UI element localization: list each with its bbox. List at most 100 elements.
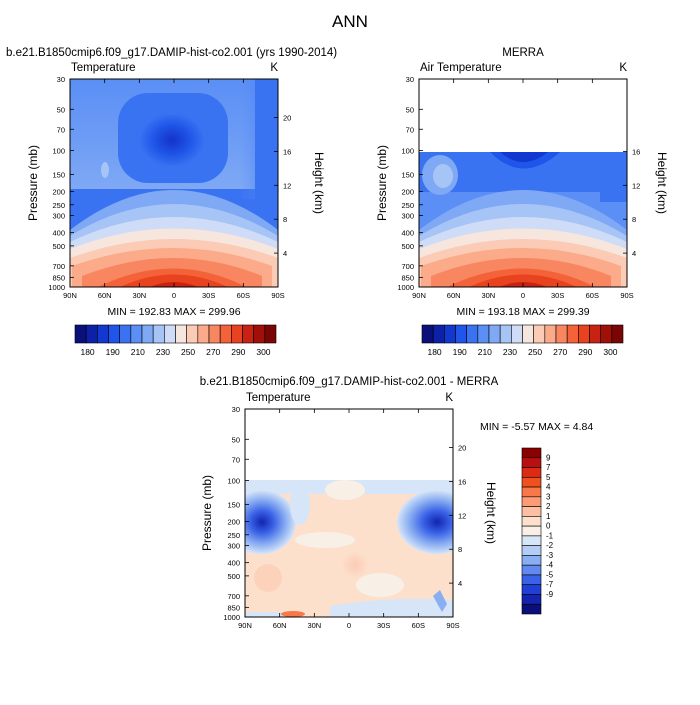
y-tick-label: 100 bbox=[52, 146, 65, 155]
colorbar-label: 4 bbox=[546, 483, 551, 492]
x-tick-label: 60N bbox=[98, 291, 112, 300]
colorbar-label: 300 bbox=[603, 347, 617, 357]
colorbar-label: 180 bbox=[80, 347, 94, 357]
y-tick-label: 700 bbox=[52, 262, 65, 271]
x-tick-label: 90S bbox=[271, 291, 284, 300]
y-tick-label: 100 bbox=[227, 476, 240, 485]
x-tick-label: 0 bbox=[347, 621, 351, 630]
colorbar-swatch bbox=[488, 324, 501, 344]
colorbar-label: 180 bbox=[427, 347, 441, 357]
y-axis-label: Pressure (mb) bbox=[26, 145, 40, 221]
colorbar-swatch bbox=[444, 324, 456, 344]
y2-tick-label: 4 bbox=[632, 249, 636, 258]
colorbar-swatch bbox=[521, 506, 542, 517]
colorbar-swatch bbox=[186, 324, 199, 344]
x-tick-label: 30S bbox=[377, 621, 390, 630]
colorbar-swatch bbox=[521, 594, 542, 605]
colorbar-swatch bbox=[242, 324, 254, 344]
y-tick-label: 500 bbox=[401, 242, 414, 251]
y-axis-label: Pressure (mb) bbox=[375, 145, 389, 221]
x-tick-label: 60N bbox=[273, 621, 287, 630]
colorbar-label: 270 bbox=[553, 347, 567, 357]
x-tick-label: 0 bbox=[172, 291, 176, 300]
colorbar-swatch bbox=[521, 467, 542, 478]
colorbar-swatch bbox=[533, 324, 546, 344]
y-tick-label: 250 bbox=[52, 201, 65, 210]
x-tick-label: 90S bbox=[446, 621, 459, 630]
x-tick-label: 60S bbox=[412, 621, 425, 630]
contour-field bbox=[70, 79, 278, 287]
colorbar-label: 210 bbox=[478, 347, 492, 357]
panel-title: MERRA bbox=[502, 47, 544, 59]
colorbar-swatch bbox=[130, 324, 143, 344]
y-tick-label: 1000 bbox=[397, 283, 414, 292]
x-tick-label: 60S bbox=[237, 291, 250, 300]
y2-tick-label: 16 bbox=[458, 477, 466, 486]
contour-field bbox=[419, 79, 627, 287]
panel-unit: K bbox=[270, 62, 278, 74]
colorbar-label: -7 bbox=[546, 580, 554, 589]
y2-tick-label: 12 bbox=[283, 181, 291, 190]
right-axis: 16 12 8 4 bbox=[623, 147, 640, 258]
colorbar-label: -3 bbox=[546, 551, 554, 560]
colorbar-label: 300 bbox=[256, 347, 270, 357]
y-tick-label: 200 bbox=[52, 188, 65, 197]
colorbar-swatch bbox=[521, 545, 542, 556]
colorbar-swatch bbox=[141, 324, 154, 344]
colorbar-swatch bbox=[555, 324, 568, 344]
colorbar-swatch bbox=[119, 324, 132, 344]
colorbar-swatch bbox=[85, 324, 98, 344]
bottom-axis: 90N 60N 30N 0 30S 60S 90S bbox=[412, 79, 634, 300]
stats-text: MIN = -5.57 MAX = 4.84 bbox=[480, 421, 593, 433]
colorbar-swatch bbox=[455, 324, 467, 344]
x-tick-label: 30S bbox=[202, 291, 215, 300]
y-tick-label: 300 bbox=[401, 212, 414, 221]
colorbar-swatch bbox=[197, 324, 210, 344]
y2-tick-label: 8 bbox=[458, 545, 462, 554]
contour-field bbox=[245, 409, 453, 617]
colorbar-swatch bbox=[521, 486, 542, 498]
y2-tick-label: 8 bbox=[632, 215, 636, 224]
panel-diff: b.e21.B1850cmip6.f09_g17.DAMIP-hist-co2.… bbox=[200, 376, 594, 630]
panel-title: b.e21.B1850cmip6.f09_g17.DAMIP-hist-co2.… bbox=[6, 47, 337, 59]
colorbar-swatch bbox=[219, 324, 232, 344]
bottom-axis: 90N 60N 30N 0 30S 60S 90S bbox=[238, 409, 460, 630]
colorbar-swatch bbox=[544, 324, 557, 344]
colorbar-swatch bbox=[521, 457, 542, 468]
colorbar-swatch bbox=[208, 324, 221, 344]
colorbar-swatch bbox=[264, 324, 277, 344]
y2-tick-label: 12 bbox=[458, 511, 466, 520]
y-tick-label: 850 bbox=[52, 273, 65, 282]
right-axis: 20 16 12 8 4 bbox=[449, 444, 466, 588]
colorbar-label: 250 bbox=[181, 347, 195, 357]
y-tick-label: 400 bbox=[227, 559, 240, 568]
bottom-axis: 90N 60N 30N 0 30S 60S 90S bbox=[63, 79, 285, 300]
colorbar-label: 230 bbox=[503, 347, 517, 357]
y-tick-label: 150 bbox=[52, 170, 65, 179]
colorbar-swatch bbox=[521, 555, 542, 566]
colorbar-swatch bbox=[521, 496, 542, 507]
y2-tick-label: 12 bbox=[632, 181, 640, 190]
colorbar-swatch bbox=[466, 324, 479, 344]
colorbar-label: 3 bbox=[546, 492, 551, 501]
y2-tick-label: 4 bbox=[283, 249, 287, 258]
colorbar-swatch bbox=[175, 324, 187, 344]
y-tick-label: 150 bbox=[401, 170, 414, 179]
x-tick-label: 0 bbox=[521, 291, 525, 300]
y2-tick-label: 16 bbox=[632, 147, 640, 156]
colorbar-swatch bbox=[108, 324, 120, 344]
colorbar-label: 2 bbox=[546, 502, 551, 511]
colorbar-swatch bbox=[97, 324, 109, 344]
stats-text: MIN = 193.18 MAX = 299.39 bbox=[456, 306, 589, 318]
colorbar-swatch bbox=[164, 324, 176, 344]
y-tick-label: 250 bbox=[401, 201, 414, 210]
panel-left-label: Air Temperature bbox=[420, 62, 502, 74]
y2-tick-label: 16 bbox=[283, 147, 291, 156]
colorbar-swatch bbox=[611, 324, 624, 344]
x-tick-label: 90N bbox=[238, 621, 252, 630]
y2-axis-label: Height (km) bbox=[655, 152, 669, 214]
